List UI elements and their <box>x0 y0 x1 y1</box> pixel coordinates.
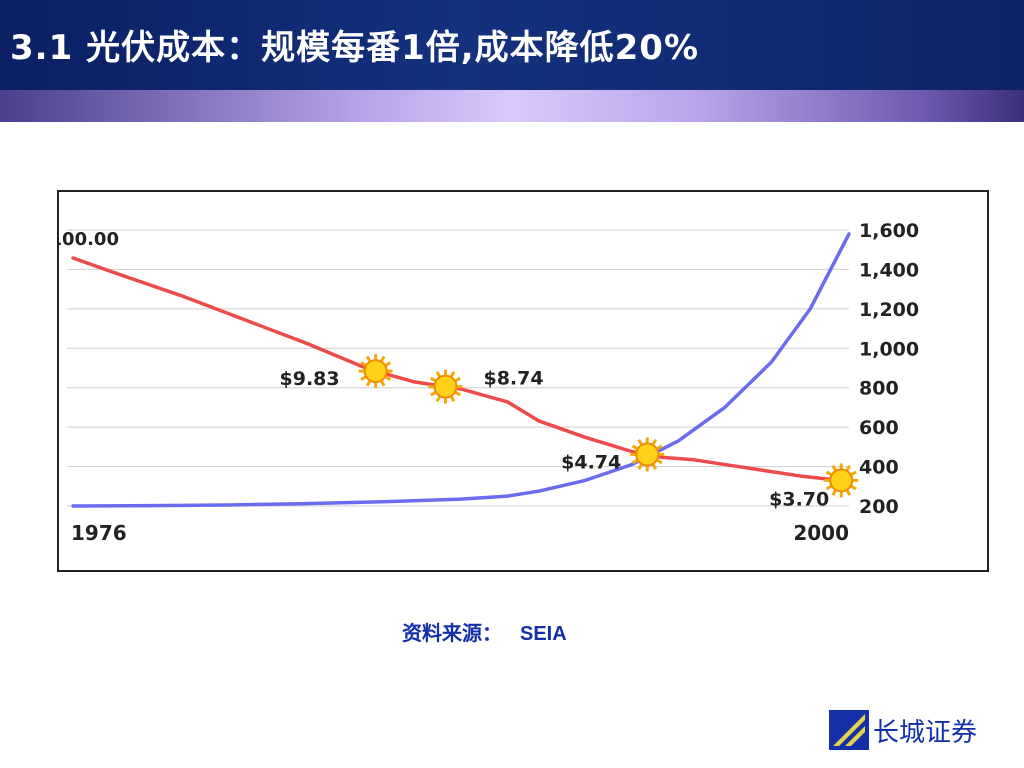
y-tick-label: 800 <box>859 378 899 400</box>
sun-marker-icon <box>428 369 463 404</box>
sun-ray <box>360 375 367 381</box>
sun-ray <box>656 444 663 451</box>
company-logo: 长城证券 <box>829 710 977 750</box>
sun-ray <box>850 470 857 477</box>
logo-mark-icon <box>829 710 869 750</box>
price-line <box>71 256 851 483</box>
sun-disc <box>433 374 458 399</box>
sun-ray <box>360 361 367 367</box>
volume-line <box>71 232 851 508</box>
sun-ray <box>831 464 838 472</box>
x-tick-label: 2000 <box>793 521 849 545</box>
header-bar: 3.1 光伏成本：规模每番1倍,成本降低20% <box>0 0 1024 90</box>
y-tick-label: 1,200 <box>859 299 919 321</box>
sun-ray <box>365 355 372 363</box>
y-tick-label: 400 <box>859 457 899 479</box>
sun-disc <box>363 359 388 384</box>
sun-disc <box>829 468 854 493</box>
sun-ray <box>845 464 852 472</box>
source-note: 资料来源： SEIA <box>402 617 567 646</box>
y-tick-label: 1,400 <box>859 259 919 281</box>
chart: 1,600 1,400 1,200 1,000 800 600 400 200 1976 2000… <box>59 220 919 545</box>
sun-disc <box>635 442 660 467</box>
sun-marker-icon <box>358 354 393 389</box>
sun-ray <box>656 458 663 465</box>
x-tick-label: 1976 <box>71 521 127 545</box>
price-data-label: $4.74 <box>561 451 621 473</box>
y-tick-label: 1,600 <box>859 220 919 242</box>
price-data-label: $8.74 <box>483 368 543 390</box>
sun-marker-icon <box>824 463 859 498</box>
y-tick-label: 1,000 <box>859 338 919 360</box>
sun-ray <box>384 361 392 367</box>
header-gradient-band <box>0 90 1024 122</box>
page-title: 3.1 光伏成本：规模每番1倍,成本降低20% <box>10 28 700 68</box>
source-label: 资料来源： <box>402 621 502 645</box>
sun-ray <box>379 355 386 363</box>
price-data-label: $100.00 <box>59 229 119 250</box>
chart-frame: 1,600 1,400 1,200 1,000 800 600 400 200 1976 2000… <box>57 190 989 572</box>
sun-ray <box>850 484 857 491</box>
y-tick-label: 200 <box>859 496 899 518</box>
source-value: SEIA <box>520 623 567 645</box>
logo-text: 长城证券 <box>873 717 978 748</box>
price-data-label: $3.70 <box>769 488 829 510</box>
sun-marker-icon <box>630 437 665 472</box>
y-tick-label: 600 <box>859 417 899 439</box>
price-data-label: $9.83 <box>280 368 340 390</box>
